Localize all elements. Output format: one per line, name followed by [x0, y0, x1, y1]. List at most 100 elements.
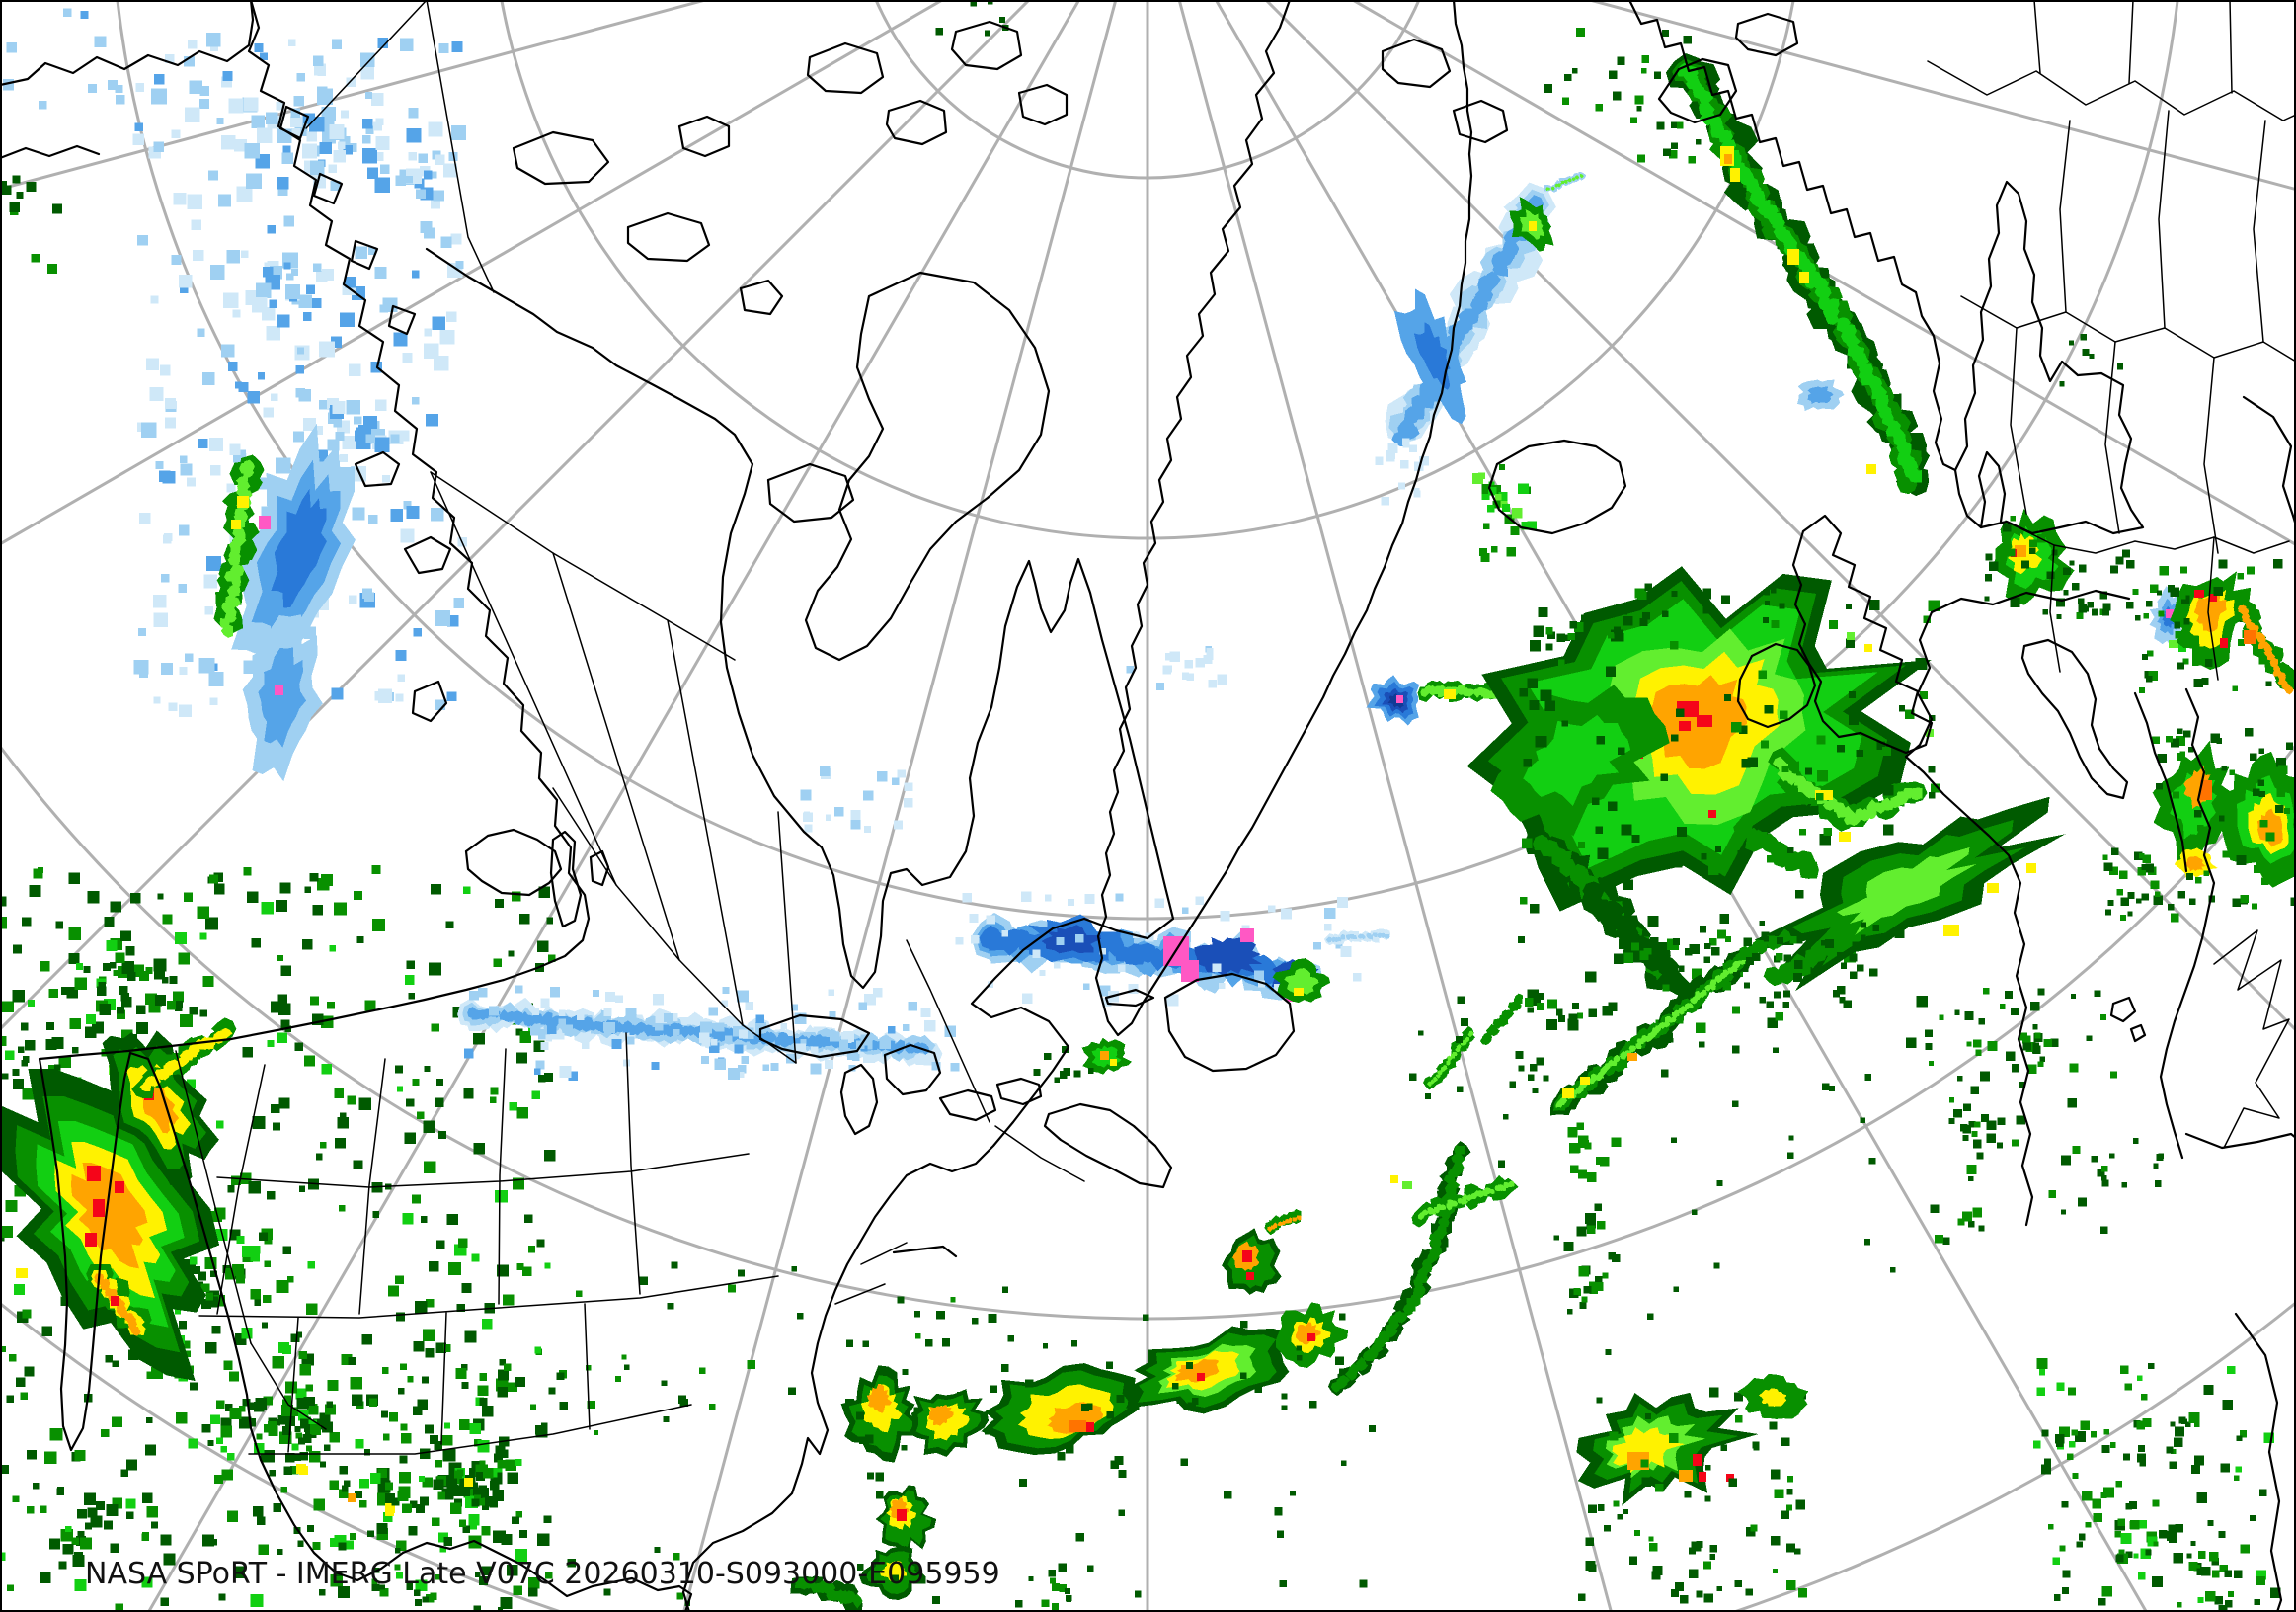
coastline-med-island-1: [2109, 996, 2137, 1023]
coastline-arctic-island-4: [806, 41, 885, 95]
coastline-na-west-and-gulf-coast: [38, 0, 693, 1612]
precip-atl-line-scatter: [855, 1311, 1377, 1608]
precip-atl-line-cell-2: [910, 1389, 989, 1457]
meridian-line: [0, 0, 946, 546]
border-europe-border-12: [2006, 521, 2290, 554]
precip-nfld-green-cell: [1272, 958, 1331, 1003]
precip-norway-coast-band: [1666, 52, 1931, 497]
precip-cell-c-pixels: [1242, 1250, 1254, 1280]
border-alaska-yukon-border: [305, 0, 428, 129]
precip-sw-storm-main: [0, 1068, 220, 1382]
precip-atl-storm-scatter: [1517, 588, 1940, 1048]
meridian-line: [146, 0, 1081, 1612]
precip-levant-coast-dots: [2101, 1138, 2165, 1188]
border-ontario-quebec-border: [906, 939, 990, 1123]
coastline-alaska-inner: [0, 144, 101, 160]
coastline-lake-winnipeg: [549, 830, 583, 928]
precip-egreenland-cyan-streak: [1543, 172, 1587, 193]
border-europe-border-4: [2229, 0, 2233, 94]
coastline-lake-ontario: [995, 1077, 1043, 1106]
precip-atl-storm-sw-band-2: [1581, 881, 1691, 996]
coastline-nova-scotia: [1043, 1102, 1173, 1189]
precip-chain-b2: [1411, 1174, 1519, 1228]
coastline-southampton-island: [766, 462, 855, 524]
precip-bc-coast-snow-2: [242, 614, 323, 782]
precip-texas-cells: [253, 1340, 556, 1553]
precip-nfld-band-core-1: [1021, 914, 1121, 963]
precip-irminger-cell-blue: [1366, 675, 1420, 726]
border-state-parallel-3: [248, 1404, 692, 1455]
precip-nfld-band-wisps: [1323, 928, 1391, 946]
coastline-jutland: [1977, 450, 2007, 529]
precip-pacific-green-field: [0, 864, 556, 1612]
coastline-med-island-2: [2129, 1023, 2147, 1043]
precip-balkan-arc-red-pixels: [2194, 590, 2228, 648]
coastline-great-britain: [1791, 514, 1934, 755]
precip-nfld-green-cell-pixels: [1294, 988, 1304, 996]
coastline-italy-boot: [2020, 638, 2129, 800]
border-arizona-border: [175, 1050, 252, 1344]
meridian-line: [1584, 0, 2296, 192]
precip-atl-line-tail-dots: [1028, 1570, 1072, 1611]
precip-balkan-east-pixels: [2244, 630, 2256, 644]
precip-canary-cluster: [1576, 1392, 1759, 1506]
precip-ionian-specks: [2102, 847, 2186, 923]
border-yukon-nwt-border: [426, 0, 495, 293]
coastline-coastal-island-2: [312, 172, 344, 205]
border-europe-border-9: [2059, 120, 2071, 313]
border-europe-border-1: [1927, 60, 2296, 121]
precip-atl-storm-north-bits: [1639, 583, 1777, 626]
precip-nw-corner-rain: [0, 175, 62, 275]
precip-azores-dots: [1497, 1045, 1896, 1355]
precip-adriatic-cell-pixels: [2166, 609, 2186, 652]
coastline-africa-coast-2: [2234, 1312, 2283, 1612]
meridian-line: [682, 0, 1118, 1612]
precip-pacific-nw-snow-field: [132, 33, 468, 718]
border-europe-border-11: [2253, 120, 2266, 343]
meridian-line: [1349, 0, 2296, 547]
coastline-arctic-ne-island: [1734, 12, 1799, 57]
precip-cape-breton-pixels: [1100, 1051, 1117, 1066]
border-state-line-3: [498, 1048, 507, 1305]
precip-chain-b1: [1327, 1141, 1471, 1397]
precip-biscay-band-pixels: [1943, 863, 2036, 936]
precip-atl-line-tail-west: [790, 1575, 863, 1612]
precip-norway-north-specks: [1630, 95, 1702, 164]
border-state-parallel-2: [198, 1275, 779, 1319]
precip-nw-corner-snow: [3, 8, 125, 110]
coastline-svalbard-3: [1657, 57, 1738, 124]
precip-balkan-east-chain: [2235, 600, 2296, 695]
precip-atl-line-cell-4-pixels: [1197, 1373, 1205, 1381]
coastline-anticosti: [1104, 988, 1155, 1008]
precip-chain-d: [1563, 1122, 1622, 1310]
coastline-lake-michigan: [839, 1063, 879, 1136]
border-state-line-5: [287, 1317, 299, 1453]
precip-iberia-specks: [1925, 987, 2118, 1245]
precip-atl-line-cell-4: [1126, 1326, 1290, 1414]
coastline-svalbard-2: [1452, 99, 1509, 144]
precip-chain-a-scatter: [1685, 926, 1802, 998]
precip-great-lakes-snow-specks: [463, 985, 960, 1082]
coastline-coastal-island-4: [387, 304, 417, 336]
precip-med-bottom-specks: [2032, 1358, 2281, 1612]
precip-greece-west-pixels: [2200, 780, 2212, 800]
border-europe-border-8: [2203, 357, 2219, 554]
border-state-line-1: [216, 1064, 266, 1315]
precip-texas-yellow-pixels: [299, 1466, 473, 1516]
precip-canary-cell-ne: [1737, 1373, 1809, 1419]
precip-egreenland-snow-core: [1393, 288, 1466, 425]
precip-alps-cells: [1992, 508, 2075, 605]
border-europe-border-14: [2207, 536, 2219, 681]
coastline-arctic-island-7: [1017, 83, 1069, 126]
border-state-line-7: [584, 1303, 591, 1430]
precip-iceland-specks: [1472, 463, 1537, 563]
border-state-line-4: [625, 1032, 641, 1295]
coastline-scandinavia-baltic: [1953, 180, 2145, 535]
precip-chain-a-pixels: [1562, 1053, 1637, 1098]
border-ne-state-line-2: [834, 1283, 886, 1305]
border-europe-border-3: [2128, 0, 2134, 84]
coastline-iceland: [1487, 439, 1627, 535]
map-caption: NASA SPoRT - IMERG Late V07C 20260310-S0…: [85, 1557, 1000, 1591]
